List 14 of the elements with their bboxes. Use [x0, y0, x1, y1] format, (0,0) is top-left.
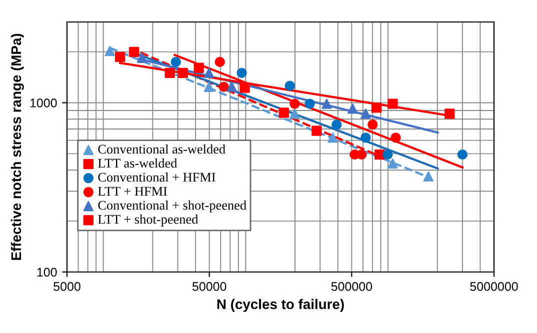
y-axis-title: Effective notch stress range (MPa): [10, 34, 24, 260]
legend-label: Conventional + HFMI: [98, 172, 216, 182]
legend-label: Conventional as-welded: [98, 144, 226, 154]
legend-label: LTT as-welded: [98, 158, 178, 168]
legend-label: Conventional + shot-peened: [98, 200, 246, 212]
x-tick-label: 50000: [192, 282, 226, 291]
x-tick-label: 5000000: [470, 282, 518, 291]
legend-label: LTT + shot-peened: [98, 214, 198, 226]
x-tick-label: 500000: [331, 282, 372, 291]
y-tick-label: 1000: [30, 98, 57, 108]
x-tick-label: 5000: [54, 282, 80, 291]
legend-label: LTT + HFMI: [98, 186, 167, 196]
x-axis-title: N (cycles to failure): [217, 298, 344, 312]
y-tick-label: 100: [37, 268, 57, 277]
